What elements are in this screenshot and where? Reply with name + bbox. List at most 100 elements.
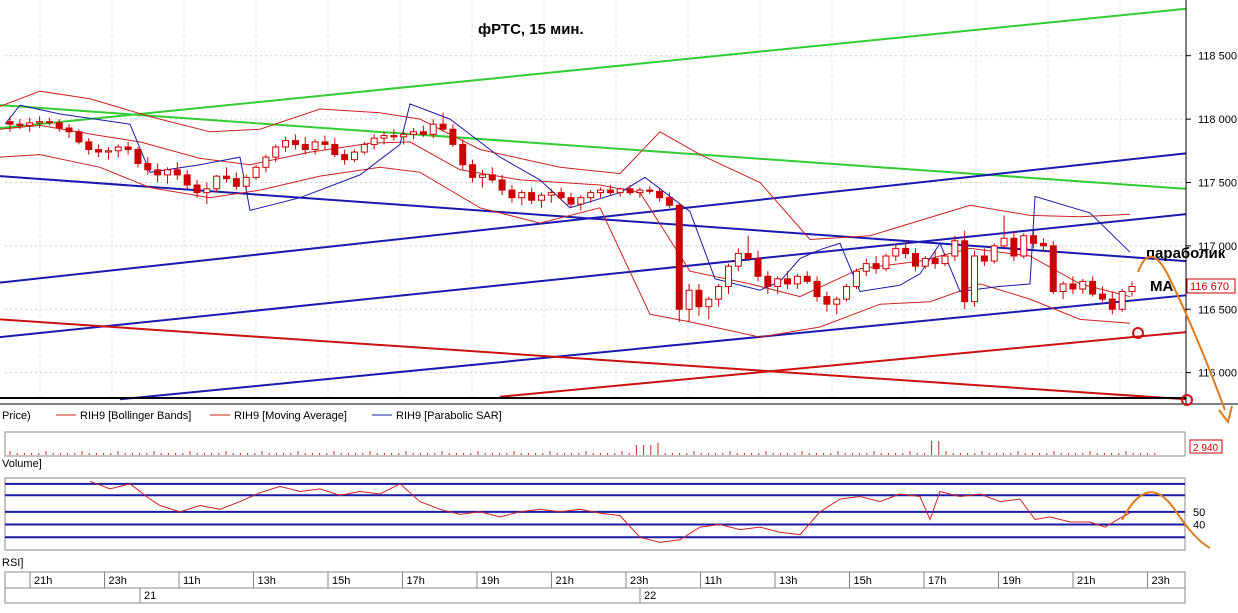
rsi-panel-frame xyxy=(4,477,1186,551)
price-tick-label: 116 000 xyxy=(1198,368,1237,380)
trend-red-falling xyxy=(0,318,1187,401)
candle-down xyxy=(695,289,703,308)
candle-up xyxy=(892,247,900,257)
candle-down xyxy=(872,263,880,270)
time-tick-label: 23h xyxy=(630,575,648,587)
parabolic-annotation: параболик xyxy=(1146,245,1226,262)
candle-up xyxy=(262,156,270,168)
time-tick-label: 23h xyxy=(109,575,127,587)
candle-down xyxy=(331,143,339,156)
forecast-arc-rsi xyxy=(1121,491,1211,549)
candle-down xyxy=(183,174,191,186)
candle-down xyxy=(173,169,181,176)
candle-up xyxy=(951,240,959,257)
candle-down xyxy=(1089,280,1097,295)
candle-down xyxy=(16,123,24,126)
time-tick-label: 19h xyxy=(481,575,499,587)
bollinger-lower-band xyxy=(0,154,1131,338)
candle-down xyxy=(124,146,132,151)
candle-down xyxy=(1098,293,1106,300)
candle-up xyxy=(597,189,605,194)
candle-up xyxy=(833,298,841,305)
candle-up xyxy=(370,137,378,145)
candle-down xyxy=(95,149,103,153)
candle-up xyxy=(272,146,280,158)
legend-item-bollinger: RIH9 [Bollinger Bands] xyxy=(80,410,191,422)
candle-down xyxy=(134,149,142,164)
rsi-tick-label: 50 xyxy=(1193,507,1205,519)
price-tick-label: 118 000 xyxy=(1198,114,1237,126)
candle-up xyxy=(410,131,418,135)
candle-up xyxy=(724,265,732,287)
candle-down xyxy=(744,252,752,260)
candle-down xyxy=(75,131,83,143)
volume-panel-frame xyxy=(4,431,1186,457)
candle-down xyxy=(557,192,565,199)
candle-up xyxy=(1079,280,1087,290)
candle-down xyxy=(6,121,14,125)
candle-up xyxy=(843,285,851,300)
candle-up xyxy=(705,298,713,308)
candle-up xyxy=(1059,283,1067,293)
candle-down xyxy=(528,192,536,201)
candle-up xyxy=(114,146,122,152)
candle-down xyxy=(459,143,467,166)
trend-blue-lower xyxy=(119,294,1187,401)
candle-up xyxy=(616,188,624,194)
candle-down xyxy=(469,164,477,178)
volume-bars xyxy=(9,441,1156,455)
candle-up xyxy=(941,255,949,265)
candle-up xyxy=(971,255,979,303)
rsi-line xyxy=(89,480,1131,543)
price-tick-label: 117 500 xyxy=(1198,177,1237,189)
price-tick-label: 116 500 xyxy=(1198,304,1237,316)
candle-down xyxy=(65,127,73,133)
price-tick-label: 118 500 xyxy=(1198,51,1237,63)
candle-down xyxy=(449,128,457,145)
legend-price: Price) xyxy=(2,410,31,422)
time-tick-label: 11h xyxy=(183,575,201,587)
candle-down xyxy=(1069,283,1077,290)
candle-up xyxy=(360,143,368,153)
candle-down xyxy=(223,175,231,180)
candle-down xyxy=(764,275,772,287)
candle-down xyxy=(291,140,299,145)
candle-up xyxy=(478,174,486,178)
price-axis: 118 500 118 000 117 500 117 000 116 500 116 0… xyxy=(1186,51,1237,380)
volume-value-tag xyxy=(1189,439,1223,454)
time-tick-label: 11h xyxy=(705,575,723,587)
time-tick-label: 21h xyxy=(1077,575,1095,587)
candle-down xyxy=(390,135,398,138)
candle-down xyxy=(419,131,427,135)
candle-down xyxy=(508,189,516,199)
legend-item-ma: RIH9 [Moving Average] xyxy=(234,410,347,422)
candle-up xyxy=(400,133,408,138)
candle-up xyxy=(518,192,526,199)
candle-down xyxy=(1039,242,1047,247)
candle-down xyxy=(301,143,309,151)
candle-up xyxy=(636,189,644,194)
candle-up xyxy=(685,289,693,310)
candle-down xyxy=(1049,245,1057,293)
volume-value-label: 2 940 xyxy=(1193,443,1218,454)
candle-down xyxy=(675,204,683,310)
candle-up xyxy=(793,275,801,285)
candle-down xyxy=(498,179,506,191)
candle-down xyxy=(911,252,919,267)
candle-up xyxy=(1020,235,1028,257)
candle-up xyxy=(990,245,998,262)
candle-down xyxy=(606,189,614,194)
candle-up xyxy=(715,285,723,300)
candle-down xyxy=(341,154,349,161)
candle-up xyxy=(537,194,545,201)
candle-down xyxy=(656,190,664,199)
candle-down xyxy=(232,178,240,187)
candle-down xyxy=(1010,237,1018,257)
candle-down xyxy=(813,280,821,298)
candle-down xyxy=(665,197,673,206)
grid xyxy=(5,5,1186,398)
rsi-panel-label: RSI] xyxy=(2,557,23,569)
volume-panel-label: Volume] xyxy=(2,458,42,470)
candle-down xyxy=(823,296,831,305)
